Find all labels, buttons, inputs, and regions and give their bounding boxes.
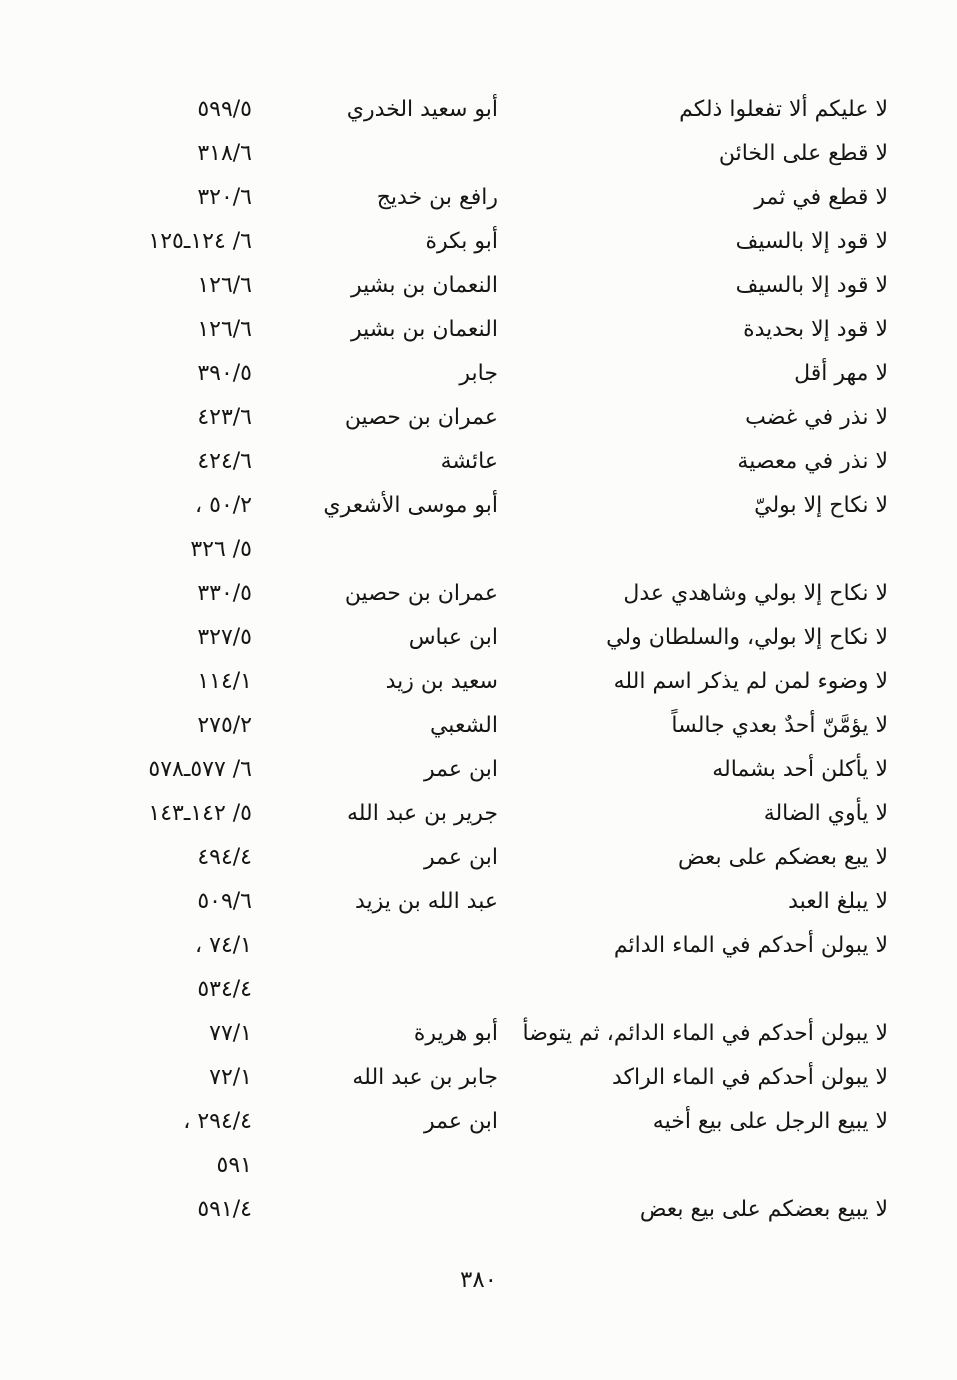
narrator-name: أبو هريرة xyxy=(413,1021,498,1046)
page-number: ٣٨٠ xyxy=(459,1267,498,1293)
index-row: ٣٢٦ /٥ xyxy=(0,528,888,572)
index-row: لا قود إلا بالسيف النعمان بن بشير ١٢٦/٦ xyxy=(0,264,888,308)
index-row: لا نذر في غضب عمران بن حصين ٤٢٣/٦ xyxy=(0,396,888,440)
index-row: لا يبلغ العبد عبد الله بن يزيد ٥٠٩/٦ xyxy=(0,880,888,924)
narrator-name: جابر بن عبد الله xyxy=(352,1065,498,1090)
index-row: لا يبع بعضكم على بعض ابن عمر ٤٩٤/٤ xyxy=(0,836,888,880)
volume-page-ref: ٣٩٠/٥ xyxy=(197,361,252,386)
hadith-text: لا نذر في غضب xyxy=(745,405,888,430)
index-row: لا قطع على الخائن ٣١٨/٦ xyxy=(0,132,888,176)
volume-page-ref: ٧٧/١ xyxy=(209,1021,252,1046)
volume-page-ref: ٤٢٤/٦ xyxy=(197,449,252,474)
hadith-text: لا وضوء لمن لم يذكر اسم الله xyxy=(613,669,888,694)
hadith-text: لا قطع في ثمر xyxy=(754,185,888,210)
volume-page-ref: ٥٩١ xyxy=(216,1153,252,1178)
hadith-text: لا يبولن أحدكم في الماء الدائم xyxy=(613,933,888,958)
index-row: لا نكاح إلا بولي وشاهدي عدل عمران بن حصي… xyxy=(0,572,888,616)
hadith-text: لا يبيع بعضكم على بيع بعض xyxy=(639,1197,888,1222)
narrator-name: عمران بن حصين xyxy=(344,405,498,430)
narrator-name: رافع بن خديج xyxy=(376,185,498,210)
index-row: لا يؤمَّنّ أحدٌ بعدي جالساً الشعبي ٢٧٥/٢ xyxy=(0,704,888,748)
volume-page-ref: ٣١٨/٦ xyxy=(197,141,252,166)
hadith-text: لا نذر في معصية xyxy=(737,449,888,474)
index-row: لا يبولن أحدكم في الماء الدائم ، ٧٤/١ xyxy=(0,924,888,968)
volume-page-ref: ، ٢٩٤/٤ xyxy=(183,1109,252,1134)
volume-page-ref: ٥٠٩/٦ xyxy=(197,889,252,914)
volume-page-ref: ١١٤/١ xyxy=(197,669,252,694)
volume-page-ref: ٢٧٥/٢ xyxy=(197,713,252,738)
index-row: لا وضوء لمن لم يذكر اسم الله سعيد بن زيد… xyxy=(0,660,888,704)
volume-page-ref: ٣٣٠/٥ xyxy=(197,581,252,606)
hadith-text: لا يبلغ العبد xyxy=(788,889,888,914)
volume-page-ref: ٥٩١/٤ xyxy=(197,1197,252,1222)
volume-page-ref: ٥٩٩/٥ xyxy=(197,97,252,122)
volume-page-ref: ٣٢٧/٥ xyxy=(197,625,252,650)
narrator-name: النعمان بن بشير xyxy=(350,273,498,298)
index-row: ٥٩١ xyxy=(0,1144,888,1188)
hadith-text: لا قطع على الخائن xyxy=(718,141,888,166)
narrator-name: ابن عباس xyxy=(408,625,498,650)
volume-page-ref: ١٤٣ـ١٤٢ /٥ xyxy=(148,801,252,826)
index-row: لا نذر في معصية عائشة ٤٢٤/٦ xyxy=(0,440,888,484)
hadith-text: لا نكاح إلا بولي، والسلطان ولي xyxy=(606,625,888,650)
volume-page-ref: ٧٢/١ xyxy=(209,1065,252,1090)
hadith-text: لا يبيع الرجل على بيع أخيه xyxy=(652,1109,888,1134)
hadith-text: لا عليكم ألا تفعلوا ذلكم xyxy=(679,97,888,122)
index-row: لا يبيع بعضكم على بيع بعض ٥٩١/٤ xyxy=(0,1188,888,1232)
page-footer: ٣٨٠ xyxy=(0,1258,957,1302)
narrator-name: جرير بن عبد الله xyxy=(346,801,498,826)
hadith-text: لا مهر أقل xyxy=(794,361,888,386)
volume-page-ref: ، ٥٠/٢ xyxy=(195,493,252,518)
index-row: لا يبولن أحدكم في الماء الدائم، ثم يتوضأ… xyxy=(0,1012,888,1056)
hadith-text: لا قود إلا بحديدة xyxy=(743,317,888,342)
volume-page-ref: ١٢٦/٦ xyxy=(197,317,252,342)
index-row: لا مهر أقل جابر ٣٩٠/٥ xyxy=(0,352,888,396)
narrator-name: الشعبي xyxy=(429,713,498,738)
index-row: لا يبيع الرجل على بيع أخيه ابن عمر ، ٢٩٤… xyxy=(0,1100,888,1144)
index-row: لا قود إلا بالسيف أبو بكرة ١٢٥ـ١٢٤ /٦ xyxy=(0,220,888,264)
narrator-name: عمران بن حصين xyxy=(344,581,498,606)
hadith-text: لا يأكلن أحد بشماله xyxy=(712,757,888,782)
narrator-name: ابن عمر xyxy=(424,845,498,870)
index-row: لا يأكلن أحد بشماله ابن عمر ٥٧٨ـ٥٧٧ /٦ xyxy=(0,748,888,792)
volume-page-ref: ١٢٦/٦ xyxy=(197,273,252,298)
hadith-text: لا يبع بعضكم على بعض xyxy=(677,845,888,870)
index-row: ٥٣٤/٤ xyxy=(0,968,888,1012)
volume-page-ref: ١٢٥ـ١٢٤ /٦ xyxy=(148,229,252,254)
volume-page-ref: ٥٧٨ـ٥٧٧ /٦ xyxy=(148,757,252,782)
volume-page-ref: ، ٧٤/١ xyxy=(195,933,252,958)
hadith-text: لا قود إلا بالسيف xyxy=(735,273,888,298)
index-row: لا يبولن أحدكم في الماء الراكد جابر بن ع… xyxy=(0,1056,888,1100)
index-row: لا قود إلا بحديدة النعمان بن بشير ١٢٦/٦ xyxy=(0,308,888,352)
volume-page-ref: ٤٩٤/٤ xyxy=(197,845,252,870)
narrator-name: النعمان بن بشير xyxy=(350,317,498,342)
hadith-index-list: لا عليكم ألا تفعلوا ذلكم أبو سعيد الخدري… xyxy=(0,88,888,1232)
narrator-name: أبو موسى الأشعري xyxy=(323,493,498,518)
volume-page-ref: ٥٣٤/٤ xyxy=(197,977,252,1002)
narrator-name: جابر xyxy=(459,361,498,386)
narrator-name: عائشة xyxy=(440,449,498,474)
volume-page-ref: ٣٢٦ /٥ xyxy=(190,537,252,562)
narrator-name: أبو سعيد الخدري xyxy=(346,97,498,122)
index-row: لا قطع في ثمر رافع بن خديج ٣٢٠/٦ xyxy=(0,176,888,220)
hadith-text: لا نكاح إلا بوليّ xyxy=(754,493,888,518)
index-row: لا يأوي الضالة جرير بن عبد الله ١٤٣ـ١٤٢ … xyxy=(0,792,888,836)
hadith-text: لا يأوي الضالة xyxy=(763,801,888,826)
hadith-text: لا يبولن أحدكم في الماء الدائم، ثم يتوضأ xyxy=(522,1021,888,1046)
hadith-text: لا نكاح إلا بولي وشاهدي عدل xyxy=(623,581,888,606)
volume-page-ref: ٤٢٣/٦ xyxy=(197,405,252,430)
narrator-name: أبو بكرة xyxy=(425,229,498,254)
narrator-name: ابن عمر xyxy=(424,1109,498,1134)
narrator-name: ابن عمر xyxy=(424,757,498,782)
hadith-text: لا يبولن أحدكم في الماء الراكد xyxy=(612,1065,888,1090)
volume-page-ref: ٣٢٠/٦ xyxy=(197,185,252,210)
narrator-name: عبد الله بن يزيد xyxy=(355,889,498,914)
narrator-name: سعيد بن زيد xyxy=(385,669,498,694)
index-row: لا نكاح إلا بوليّ أبو موسى الأشعري ، ٥٠/… xyxy=(0,484,888,528)
index-row: لا عليكم ألا تفعلوا ذلكم أبو سعيد الخدري… xyxy=(0,88,888,132)
hadith-text: لا قود إلا بالسيف xyxy=(735,229,888,254)
index-row: لا نكاح إلا بولي، والسلطان ولي ابن عباس … xyxy=(0,616,888,660)
hadith-text: لا يؤمَّنّ أحدٌ بعدي جالساً xyxy=(671,713,888,738)
